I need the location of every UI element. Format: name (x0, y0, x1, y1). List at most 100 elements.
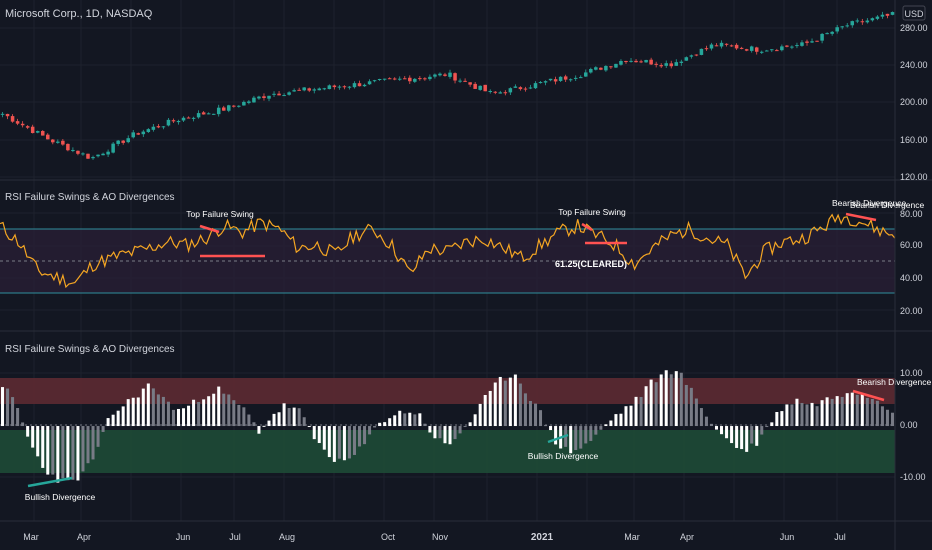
price-pane[interactable] (0, 11, 895, 160)
candle-body-132 (664, 63, 668, 66)
candle-body-104 (523, 88, 528, 90)
candle-body-53 (267, 95, 271, 99)
currency-badge[interactable] (902, 5, 926, 21)
ao-bar-121 (609, 420, 613, 427)
ao-bar-55 (277, 412, 281, 427)
candle-body-157 (790, 46, 794, 48)
ao-bar-87 (438, 426, 442, 439)
ao-bar-128 (644, 386, 648, 427)
ao-bar-79 (398, 410, 402, 427)
ao-bar-157 (790, 404, 794, 427)
rsi-tick-80: 80.00 (900, 209, 923, 219)
candle-body-74 (372, 80, 377, 82)
candle-body-49 (247, 101, 251, 103)
candle-body-27 (136, 133, 141, 135)
ao-bar-144 (725, 426, 729, 439)
ao-bar-153 (770, 422, 774, 427)
ao-bar-116 (584, 426, 588, 444)
ao-bar-141 (709, 423, 713, 427)
rsi-bear-div-label-overlap: Bearish Divergence (850, 200, 924, 210)
rsi-pane[interactable]: Top Failure Swing Top Failure Swing Bear… (0, 198, 924, 294)
ao-bar-95 (478, 403, 482, 427)
ao-bar-102 (513, 374, 517, 427)
candle-body-177 (890, 12, 895, 15)
ao-bar-171 (860, 393, 864, 427)
ao-bar-172 (865, 397, 869, 427)
candle-body-117 (589, 69, 593, 73)
ao-bar-74 (373, 426, 377, 428)
candle-body-162 (815, 40, 819, 42)
ao-bar-9 (46, 426, 50, 475)
ao-bar-84 (423, 423, 427, 427)
ao-bar-41 (207, 396, 211, 427)
ao-bar-164 (825, 397, 829, 427)
ao-bar-168 (845, 393, 849, 427)
candle-body-128 (644, 59, 648, 63)
candle-body-50 (252, 97, 256, 103)
ao-bar-22 (111, 414, 115, 427)
candle-body-42 (211, 113, 216, 115)
candle-body-5 (25, 126, 30, 128)
ao-bar-166 (835, 396, 839, 427)
ao-bar-151 (760, 426, 764, 435)
ao-bar-25 (126, 399, 130, 427)
ao-bar-51 (257, 426, 261, 434)
ao-bar-103 (518, 383, 522, 427)
ao-bar-2 (11, 397, 15, 427)
candle-body-73 (367, 81, 372, 85)
candle-body-147 (739, 47, 744, 49)
candle-body-60 (302, 87, 306, 91)
candle-body-124 (624, 60, 628, 63)
ao-pane[interactable]: Bullish Divergence Bullish Divergence Be… (0, 370, 931, 502)
chart-title: Microsoft Corp., 1D, NASDAQ (5, 8, 153, 20)
top-swing-1-label: Top Failure Swing (186, 209, 254, 219)
x-label-jul-2021: Jul (834, 532, 846, 542)
x-label-apr: Apr (77, 532, 91, 542)
candle-body-148 (744, 49, 749, 51)
ao-bar-6 (31, 426, 35, 448)
ao-bar-126 (634, 396, 638, 427)
candle-body-19 (96, 154, 100, 157)
ao-bar-93 (468, 422, 472, 427)
candle-body-174 (875, 16, 880, 19)
candle-body-149 (749, 46, 754, 51)
candle-body-99 (498, 92, 503, 94)
ao-bar-91 (458, 426, 462, 434)
candle-body-152 (765, 50, 769, 52)
ao-bar-173 (870, 398, 874, 427)
candle-body-91 (458, 80, 462, 82)
price-candles (0, 11, 895, 160)
ao-bar-125 (629, 405, 633, 427)
candle-body-136 (684, 57, 689, 61)
candle-body-97 (488, 91, 492, 93)
candle-body-82 (413, 78, 417, 82)
ao-bar-118 (594, 426, 598, 435)
candle-body-98 (493, 91, 498, 93)
ao-pane-title: RSI Failure Swings & AO Divergences (5, 344, 175, 355)
candle-body-119 (599, 67, 603, 70)
ao-bar-92 (463, 426, 467, 428)
ao-bar-57 (287, 408, 291, 427)
price-tick-120: 120.00 (900, 172, 928, 182)
candle-body-62 (312, 89, 317, 91)
ao-bar-160 (805, 404, 809, 427)
candle-body-17 (86, 153, 90, 159)
candle-body-172 (865, 20, 870, 23)
candle-body-170 (855, 20, 860, 22)
candle-body-77 (387, 78, 392, 80)
candle-body-44 (221, 107, 226, 111)
x-label-aug: Aug (279, 532, 295, 542)
ao-bar-108 (544, 425, 548, 427)
candle-body-23 (116, 140, 120, 144)
ao-bar-3 (16, 407, 20, 427)
ao-bar-139 (699, 408, 703, 427)
ao-bar-48 (242, 407, 246, 427)
candle-body-135 (679, 61, 684, 63)
ao-bar-113 (569, 426, 573, 454)
ao-bar-170 (855, 394, 859, 427)
candle-body-103 (518, 87, 523, 90)
candle-body-40 (201, 112, 206, 115)
ao-bar-117 (589, 426, 593, 441)
